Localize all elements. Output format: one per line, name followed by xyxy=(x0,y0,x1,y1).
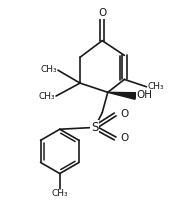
Text: O: O xyxy=(121,133,129,143)
Text: OH: OH xyxy=(136,90,152,100)
Text: O: O xyxy=(98,8,106,18)
Text: S: S xyxy=(91,121,99,134)
Text: CH₃: CH₃ xyxy=(52,189,68,198)
Text: CH₃: CH₃ xyxy=(39,92,55,101)
Text: CH₃: CH₃ xyxy=(40,65,57,74)
Text: CH₃: CH₃ xyxy=(147,82,164,91)
Polygon shape xyxy=(108,92,136,99)
Text: O: O xyxy=(121,109,129,119)
